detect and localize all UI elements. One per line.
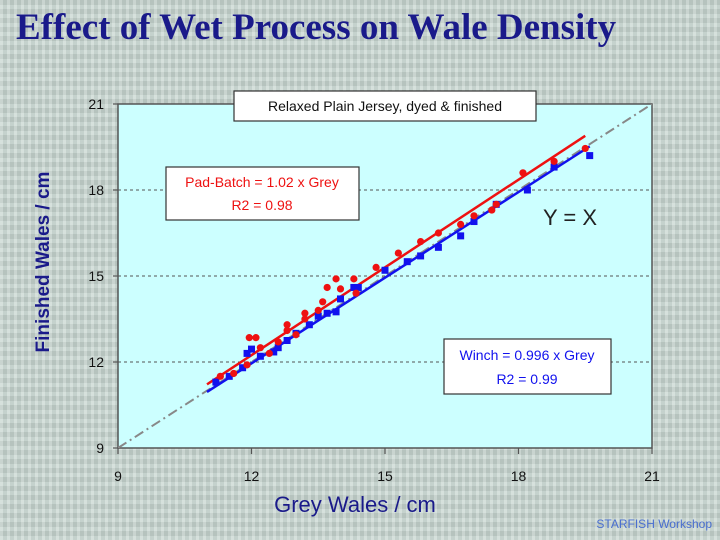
slide-title: Effect of Wet Process on Wale Density: [16, 7, 617, 48]
winch-data-point: [470, 218, 478, 226]
winch-data-point: [434, 243, 442, 251]
pad-batch-data-point: [292, 331, 300, 339]
winch-data-point: [457, 232, 465, 240]
pad-batch-data-point: [581, 144, 589, 153]
winch-data-point: [350, 283, 358, 291]
pad-batch-r2-label: R2 = 0.98: [231, 197, 292, 213]
winch-data-point: [225, 372, 233, 380]
winch-data-point: [274, 344, 282, 352]
winch-data-point: [305, 321, 313, 329]
y-tick-label: 12: [88, 354, 104, 370]
pad-batch-data-point: [417, 238, 425, 246]
x-tick-label: 12: [244, 468, 260, 484]
x-axis-label: Grey Wales / cm: [274, 492, 436, 517]
winch-fit-label: Winch = 0.996 x Grey: [459, 347, 594, 363]
pad-batch-data-point: [283, 326, 291, 335]
pad-batch-data-point: [256, 344, 264, 352]
x-tick-label: 21: [644, 468, 660, 484]
pad-batch-data-point: [230, 369, 238, 378]
pad-batch-data-point: [492, 200, 500, 208]
pad-batch-data-point: [216, 372, 224, 380]
pad-batch-data-point: [352, 289, 360, 297]
pad-batch-data-point: [457, 220, 465, 228]
winch-data-point: [239, 364, 247, 372]
identity-line-label: Y = X: [543, 205, 597, 230]
pad-batch-data-point: [332, 275, 340, 283]
pad-batch-data-point: [470, 212, 478, 220]
x-tick-label: 18: [511, 468, 527, 484]
y-tick-label: 9: [96, 440, 104, 456]
y-tick-label: 15: [88, 268, 104, 284]
winch-annotation-box: [443, 338, 612, 395]
pad-batch-annotation-box: [165, 166, 360, 221]
pad-batch-data-point: [301, 309, 309, 317]
footer-credit: STARFISH Workshop: [596, 517, 712, 531]
winch-data-point: [212, 378, 220, 386]
pad-batch-data-point: [323, 283, 331, 292]
pad-batch-data-point: [550, 157, 558, 165]
winch-data-point: [550, 163, 558, 171]
pad-batch-data-point: [394, 249, 402, 257]
winch-data-point: [586, 152, 594, 160]
pad-batch-data-point: [336, 285, 345, 293]
winch-data-point: [314, 312, 322, 320]
x-tick-label: 15: [377, 468, 393, 484]
winch-data-point: [381, 266, 389, 274]
pad-batch-data-point: [350, 275, 358, 283]
winch-data-point: [523, 186, 531, 194]
pad-batch-data-point: [434, 229, 442, 237]
y-tick-label: 18: [88, 182, 104, 198]
pad-batch-data-point: [243, 361, 251, 369]
winch-data-point: [270, 348, 278, 356]
pad-batch-data-point: [252, 334, 260, 342]
winch-data-point: [332, 308, 340, 316]
pad-batch-data-point: [314, 306, 322, 314]
winch-data-point: [417, 252, 425, 260]
pad-batch-fit-label: Pad-Batch = 1.02 x Grey: [185, 174, 339, 190]
pad-batch-data-point: [488, 206, 496, 214]
pad-batch-data-point: [245, 334, 253, 342]
pad-batch-data-point: [274, 338, 282, 346]
winch-data-point: [256, 352, 264, 360]
chart-title-box: [233, 90, 537, 122]
y-tick-label: 21: [88, 96, 104, 112]
winch-data-point: [354, 283, 362, 291]
winch-r2-label: R2 = 0.99: [496, 371, 557, 387]
chart-title: Relaxed Plain Jersey, dyed & finished: [268, 98, 502, 114]
pad-batch-data-point: [283, 321, 291, 329]
winch-data-point: [323, 309, 331, 317]
pad-batch-fit-line: [206, 134, 586, 386]
winch-data-point: [243, 349, 251, 357]
pad-batch-data-point: [301, 315, 309, 323]
x-tick-label: 9: [114, 468, 122, 484]
winch-data-point: [283, 337, 291, 344]
pad-batch-data-point: [319, 298, 327, 306]
pad-batch-data-point: [265, 349, 273, 357]
winch-data-point: [403, 258, 411, 266]
winch-data-point: [248, 345, 255, 353]
winch-data-point: [337, 295, 344, 303]
pad-batch-data-point: [372, 263, 380, 271]
pad-batch-data-point: [519, 169, 527, 177]
